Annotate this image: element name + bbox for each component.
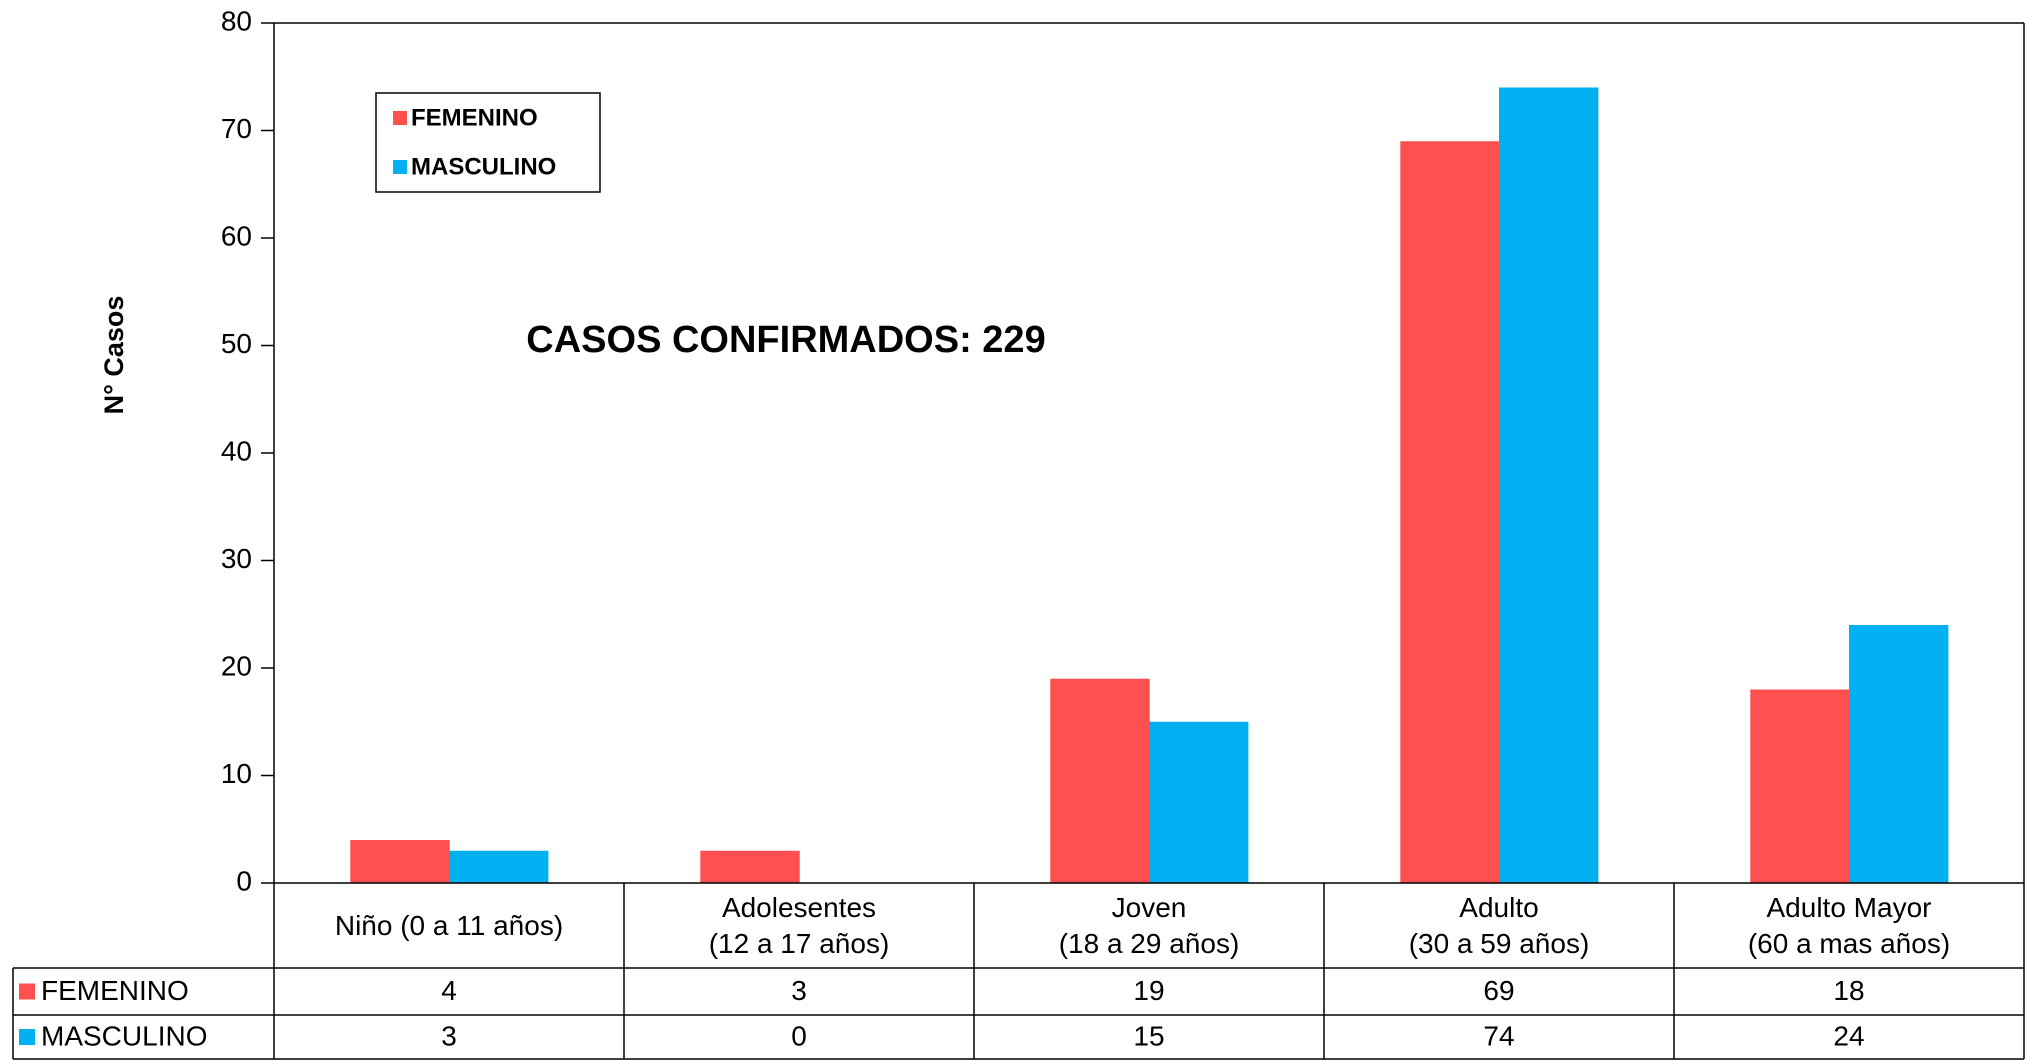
- x-tick-label: Adolesentes (12 a 17 años): [708, 891, 890, 959]
- table-value: 3: [791, 975, 807, 1006]
- table-value: 18: [1833, 975, 1864, 1006]
- x-tick-label: Niño (0 a 11 años): [334, 909, 564, 941]
- y-tick-label: 30: [221, 543, 252, 574]
- y-tick-label: 50: [221, 328, 252, 359]
- y-tick-label: 70: [221, 113, 252, 144]
- x-tick-label: Joven (18 a 29 años): [1058, 891, 1240, 959]
- table-value: 4: [441, 975, 457, 1006]
- table-legend-key: [19, 983, 35, 1000]
- y-tick-label: 60: [221, 220, 252, 251]
- legend-key: [393, 111, 407, 125]
- bar: [700, 850, 800, 883]
- table-value: 24: [1833, 1020, 1864, 1051]
- table-value: 69: [1483, 975, 1514, 1006]
- x-tick-label: Adulto (30 a 59 años): [1408, 891, 1590, 959]
- legend-label: MASCULINO: [411, 153, 556, 180]
- bar: [1050, 678, 1150, 883]
- bar: [1750, 689, 1850, 883]
- y-tick-label: 0: [236, 865, 252, 896]
- annotation: CASOS CONFIRMADOS: 229: [526, 319, 1045, 361]
- table-value: 3: [441, 1020, 457, 1051]
- x-tick-label: Adulto Mayor (60 a mas años): [1747, 891, 1951, 959]
- legend-label: FEMENINO: [411, 104, 538, 131]
- y-axis-label: N° Casos: [99, 296, 129, 415]
- table-legend-key: [19, 1029, 35, 1045]
- table-value: 15: [1133, 1020, 1164, 1051]
- y-tick-label: 20: [221, 650, 252, 681]
- table-value: 19: [1133, 975, 1164, 1006]
- legend-key: [393, 160, 407, 174]
- bar: [350, 840, 450, 883]
- legend-box: [375, 92, 601, 193]
- y-tick-label: 40: [221, 435, 252, 466]
- y-tick-label: 80: [221, 5, 252, 36]
- bar: [1849, 625, 1949, 883]
- y-tick-label: 10: [221, 758, 252, 789]
- table-series-name: FEMENINO: [41, 975, 189, 1006]
- table-value: 74: [1483, 1020, 1514, 1051]
- bar: [1149, 721, 1249, 883]
- bar: [1499, 87, 1599, 883]
- bar: [1400, 141, 1500, 883]
- table-series-name: MASCULINO: [41, 1020, 207, 1051]
- table-value: 0: [791, 1020, 807, 1051]
- bar: [449, 850, 549, 883]
